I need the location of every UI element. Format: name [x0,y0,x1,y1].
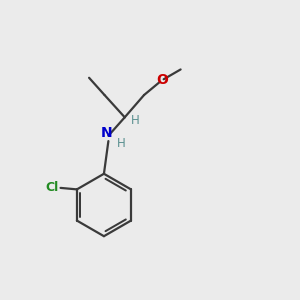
Text: H: H [131,114,140,127]
Text: O: O [156,73,168,87]
Text: H: H [117,137,125,150]
Text: Cl: Cl [45,182,58,194]
Text: N: N [101,126,113,140]
